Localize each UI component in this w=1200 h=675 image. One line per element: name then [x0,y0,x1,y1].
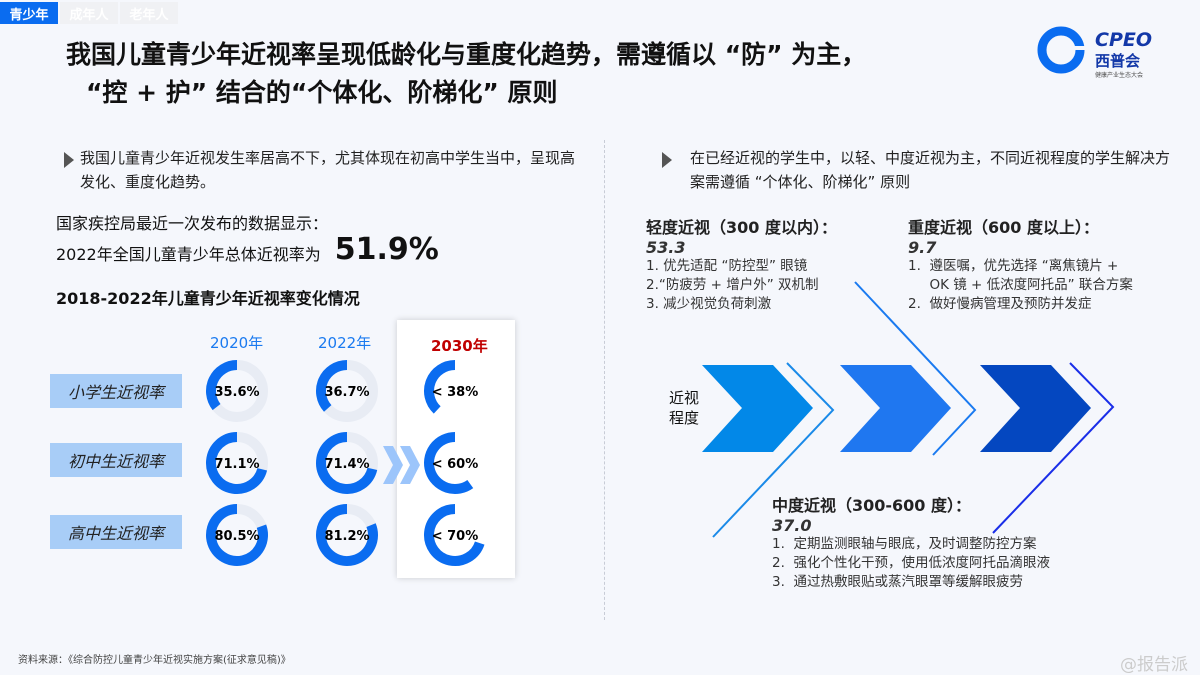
donut-label: 80.5% [214,529,259,544]
donut-label: 71.1% [214,457,259,472]
overall-rate-line: 2022年全国儿童青少年总体近视率为 51.9% [56,232,439,267]
svg-text:CPEO: CPEO [1095,29,1152,51]
donut-arc [316,432,378,494]
row-label-junior: 初中生近视率 [50,443,182,477]
chart-title: 2018-2022年儿童青少年近视率变化情况 [56,289,360,308]
data-line-1: 国家疾控局最近一次发布的数据显示： [56,214,329,233]
column-2020: 2020年 [210,334,264,352]
donut-arc [206,504,268,566]
donut-label: 35.6% [214,385,259,400]
chevron-level-3 [980,365,1091,452]
column-2030: 2030年 [431,337,488,355]
donut-arc [206,432,268,494]
moderate-block: 中度近视（300-600 度）： 37.0 1. 定期监测眼轴与眼底，及时调整防… [772,492,1050,592]
donut-label: < 60% [432,457,479,472]
title-line-1: 我国儿童青少年近视率呈现低龄化与重度化趋势，需遵循以 “防” 为主， [66,40,867,69]
mild-block: 轻度近视（300 度以内）： 53.3 1. 优先适配 “防控型” 眼镜 2.“… [646,214,837,314]
tab-youth[interactable]: 青少年 [0,2,58,24]
severe-heading: 重度近视（600 度以上）： [908,218,1099,237]
connector-line [992,362,1115,534]
tab-elderly[interactable]: 老年人 [120,2,178,24]
svg-text:健康产业生态大会: 健康产业生态大会 [1095,71,1143,79]
chevron-level-2 [840,365,951,452]
right-intro: 在已经近视的学生中，以轻、中度近视为主，不同近视程度的学生解决方案需遵循 “个体… [690,149,1171,191]
bullet-triangle-icon [64,152,74,168]
left-intro: 我国儿童青少年近视发生率居高不下，尤其体现在初高中学生当中，呈现高发化、重度化趋… [80,149,576,191]
moderate-item: 3. 通过热敷眼贴或蒸汽眼罩等缓解眼疲劳 [772,574,1023,590]
moderate-item: 1. 定期监测眼轴与眼底，及时调整防控方案 [772,536,1037,552]
donut-label: 81.2% [324,529,369,544]
donut-arc [424,360,456,414]
audience-tabs: 青少年 成年人 老年人 [0,2,178,24]
axis-label: 近视 程度 [669,389,700,427]
donut-arc [424,432,474,494]
severe-item: 2. 做好慢病管理及预防并发症 [908,296,1092,312]
donut-arc [316,504,378,566]
cpeo-logo: CPEO 西普会 健康产业生态大会 [1035,24,1185,84]
target-2030-card [397,320,515,578]
page-title: 我国儿童青少年近视率呈现低龄化与重度化趋势，需遵循以 “防” 为主， “控 + … [66,36,866,112]
row-label-primary: 小学生近视率 [50,374,182,408]
donut-arc [424,504,485,566]
chevron-level-1 [702,365,813,452]
mild-item: 3. 减少视觉负荷刺激 [646,296,772,312]
mild-item: 2.“防疲劳 + 增户外” 双机制 [646,277,819,293]
overall-rate-value: 51.9% [334,232,439,267]
severe-value: 9.7 [908,238,937,257]
donut-chart-grid: 35.6% 36.7% < 38% 71.1% 71.4% < 60% 80.5% 81.2%… [206,360,485,566]
logo-ring-icon: CPEO 西普会 健康产业生态大会 [1037,26,1152,79]
mild-value: 53.3 [646,238,686,257]
donut-label: < 38% [432,385,479,400]
moderate-item: 2. 强化个性化干预，使用低浓度阿托品滴眼液 [772,555,1050,571]
mild-heading: 轻度近视（300 度以内）： [646,218,837,237]
data-line-2: 2022年全国儿童青少年总体近视率为 [56,244,321,264]
watermark: @报告派 [1120,655,1188,675]
tab-adult[interactable]: 成年人 [60,2,118,24]
severe-item: 1. 遵医嘱，优先选择 “离焦镜片 + [908,258,1119,274]
source-note: 资料来源：《综合防控儿童青少年近视实施方案(征求意见稿)》 [18,655,291,666]
column-2022: 2022年 [318,334,372,352]
row-label-senior: 高中生近视率 [50,515,182,549]
donut-label: 71.4% [324,457,369,472]
donut-label: 36.7% [324,385,369,400]
section-divider [604,140,605,620]
severe-block: 重度近视（600 度以上）： 9.7 1. 遵医嘱，优先选择 “离焦镜片 + O… [908,214,1133,314]
severe-item: OK 镜 + 低浓度阿托品” 联合方案 [908,277,1133,293]
bullet-triangle-icon [662,152,672,168]
connector-line [854,281,977,456]
mild-item: 1. 优先适配 “防控型” 眼镜 [646,258,808,274]
donut-arc [206,360,238,411]
connector-line [712,362,835,538]
moderate-heading: 中度近视（300-600 度）： [772,496,972,515]
donut-label: < 70% [432,529,479,544]
svg-text:西普会: 西普会 [1095,52,1140,70]
donut-arc [316,360,348,412]
moderate-value: 37.0 [772,516,812,535]
title-line-2: “控 + 护” 结合的“个体化、阶梯化” 原则 [86,78,558,107]
double-chevron-arrow-icon [383,446,420,484]
